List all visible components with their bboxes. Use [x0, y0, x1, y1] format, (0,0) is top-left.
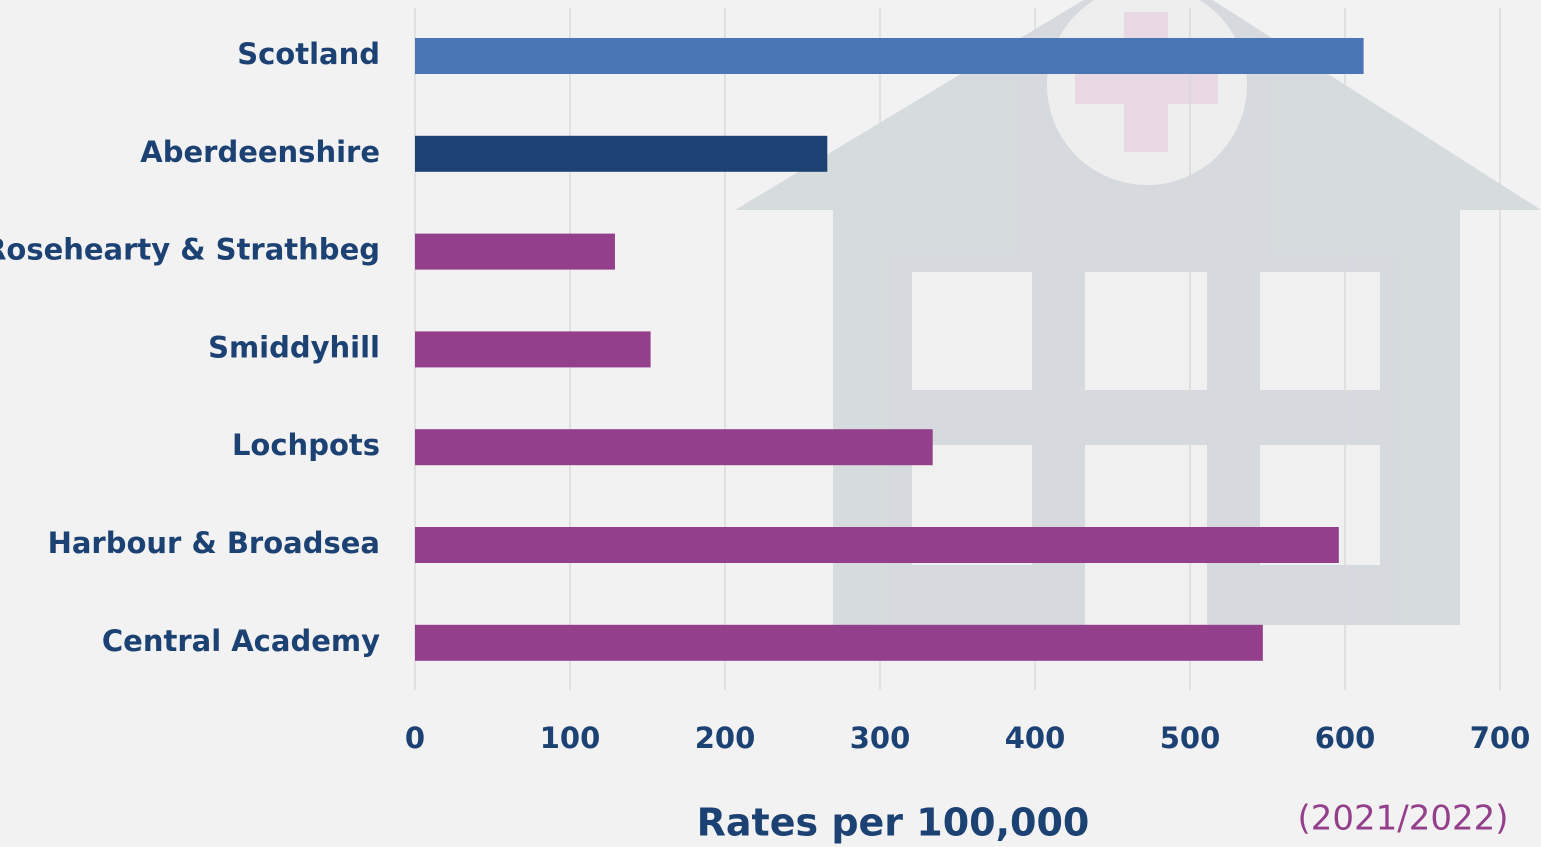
bar	[415, 625, 1263, 661]
x-tick-label: 0	[405, 721, 425, 755]
y-tick-label: Smiddyhill	[208, 330, 380, 364]
bar	[415, 234, 615, 270]
x-tick-label: 300	[850, 721, 911, 755]
y-tick-label: Lochpots	[232, 428, 380, 462]
x-tick-label: 100	[540, 721, 601, 755]
y-tick-label: Rosehearty & Strathbeg	[0, 233, 380, 267]
bar	[415, 331, 651, 367]
bar	[415, 136, 827, 172]
y-tick-label: Scotland	[237, 37, 380, 71]
annotation: (2021/2022)	[1297, 799, 1508, 839]
bar	[415, 38, 1364, 74]
x-tick-label: 200	[695, 721, 756, 755]
x-tick-label: 600	[1315, 721, 1376, 755]
x-axis-title: Rates per 100,000	[697, 801, 1090, 845]
chart: 0 100 200 300 400 500 600 700 Scotland Aberdeensh…	[0, 0, 1541, 847]
x-tick-label: 700	[1470, 721, 1531, 755]
x-tick-label: 500	[1160, 721, 1221, 755]
y-tick-label: Harbour & Broadsea	[48, 526, 380, 560]
y-tick-label: Central Academy	[102, 624, 380, 658]
y-tick-label: Aberdeenshire	[140, 135, 380, 169]
x-tick-label: 400	[1005, 721, 1066, 755]
bar	[415, 429, 933, 465]
bar	[415, 527, 1339, 563]
page: 0 100 200 300 400 500 600 700 Scotland Aberdeensh…	[0, 0, 1541, 847]
